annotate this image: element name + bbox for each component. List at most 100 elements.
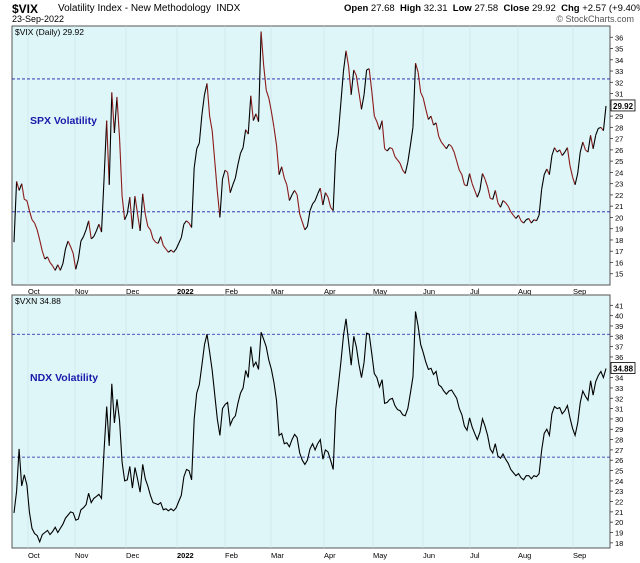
vix-series-segment	[103, 120, 108, 179]
vix-series-segment	[517, 214, 522, 222]
vix-series-segment	[417, 72, 422, 93]
vix-series-segment	[355, 75, 360, 93]
vix-series-segment	[273, 127, 278, 146]
spx-xtick-label: Dec	[126, 287, 140, 296]
vix-series-segment	[389, 147, 393, 150]
vix-series-segment	[224, 169, 228, 173]
ndx-ytick-label: 36	[615, 353, 623, 362]
vix-series-segment	[80, 236, 84, 242]
ndx-ytick-label: 41	[615, 301, 623, 310]
vix-series-segment	[250, 95, 254, 121]
spx-ytick-label: 25	[615, 157, 623, 166]
vix-series-segment	[168, 249, 172, 253]
spx-xtick-label: Mar	[271, 287, 284, 296]
vix-series-segment	[288, 194, 293, 201]
spx-last-value-badge	[610, 99, 636, 112]
vix-series-segment	[422, 97, 427, 110]
vix-series-segment	[206, 83, 211, 117]
vix-series-segment	[34, 222, 38, 231]
spx-series-label: $VIX (Daily) 29.92	[15, 27, 84, 37]
spx-ytick-label: 26	[615, 146, 623, 155]
vix-series-segment	[533, 219, 537, 222]
vix-series-segment	[340, 70, 345, 103]
vix-series-segment	[296, 194, 301, 215]
vix-series-segment	[126, 197, 131, 215]
spx-ytick-label: 16	[615, 258, 623, 267]
vix-series-segment	[350, 69, 355, 95]
vix-series-segment	[499, 200, 504, 208]
vix-series-segment	[481, 173, 486, 180]
vix-series-segment	[52, 265, 56, 271]
vix-series-segment	[100, 177, 105, 233]
vix-series-segment	[21, 183, 25, 200]
close-value: 29.92	[532, 3, 556, 14]
vix-series-segment	[301, 221, 306, 230]
open-value: 27.68	[370, 3, 395, 14]
vix-series-segment	[494, 190, 499, 203]
ndx-ytick-label: 20	[615, 518, 623, 527]
vix-series-segment	[147, 226, 151, 231]
vix-series-segment	[275, 145, 280, 175]
ndx-ytick-label: 34	[615, 374, 623, 383]
vix-series-segment	[131, 195, 136, 229]
vix-series-segment	[242, 129, 247, 148]
vix-series-segment	[360, 94, 365, 110]
spx-ytick-label: 34	[615, 56, 623, 65]
vix-series-segment	[420, 92, 424, 99]
vix-series-segment	[569, 165, 574, 178]
ndx-ytick-label: 30	[615, 415, 623, 424]
vix-series-segment	[317, 187, 321, 195]
ndx-series-label: $VXN 34.88	[15, 296, 61, 306]
vix-series-segment	[435, 122, 440, 137]
ndx-ytick-label: 18	[615, 539, 623, 548]
ndx-ytick-label: 31	[615, 405, 623, 414]
vix-series-segment	[551, 147, 556, 156]
spx-ytick-label: 27	[615, 135, 623, 144]
vix-series-segment	[67, 240, 72, 247]
ndx-ytick-label: 40	[615, 312, 623, 321]
vix-series-segment	[142, 193, 146, 215]
vix-series-segment	[95, 223, 100, 232]
vix-series-segment	[376, 121, 381, 130]
vix-series-segment	[88, 220, 92, 239]
ndx-xtick-label: Jul	[470, 551, 480, 560]
vix-series-segment	[520, 220, 524, 224]
vix-series-segment	[85, 220, 90, 230]
spx-xtick-label: Aug	[518, 287, 531, 296]
vix-series-segment	[397, 159, 401, 164]
ndx-xtick-label: Aug	[518, 551, 531, 560]
ndx-last-value-badge	[610, 362, 636, 374]
vix-series-segment	[227, 172, 231, 193]
spx-ytick-label: 18	[615, 236, 623, 245]
vix-series-segment	[554, 147, 558, 153]
vix-series-segment	[306, 210, 311, 227]
vix-series-segment	[46, 256, 51, 263]
vix-series-segment	[399, 163, 404, 171]
symbol-label: $VIX	[12, 2, 39, 16]
vix-series-segment	[412, 63, 417, 128]
vix-series-segment	[283, 177, 288, 185]
vix-series-segment	[577, 152, 581, 174]
vix-series-segment	[536, 214, 540, 222]
vix-series-segment	[82, 229, 87, 237]
vix-series-segment	[75, 258, 79, 270]
vix-series-segment	[291, 190, 296, 196]
chart-header: $VIX Volatility Index - New Methodology …	[0, 0, 640, 26]
spx-ytick-label: 20	[615, 213, 623, 222]
vix-series-segment	[54, 264, 59, 271]
vix-series-segment	[579, 141, 584, 153]
vix-series-segment	[173, 248, 177, 253]
vix-series-segment	[229, 184, 234, 193]
spx-ytick-label: 32	[615, 78, 623, 87]
vix-series-segment	[113, 96, 118, 134]
spx-xtick-label: May	[373, 287, 387, 296]
vix-series-segment	[559, 149, 563, 156]
vix-series-segment	[484, 178, 489, 188]
vix-series-segment	[165, 248, 169, 253]
vix-series-segment	[198, 114, 203, 144]
vix-series-segment	[546, 168, 550, 175]
spx-ytick-label: 19	[615, 225, 623, 234]
spx-annotation: SPX Volatility	[30, 115, 97, 127]
vix-series-segment	[31, 219, 36, 224]
